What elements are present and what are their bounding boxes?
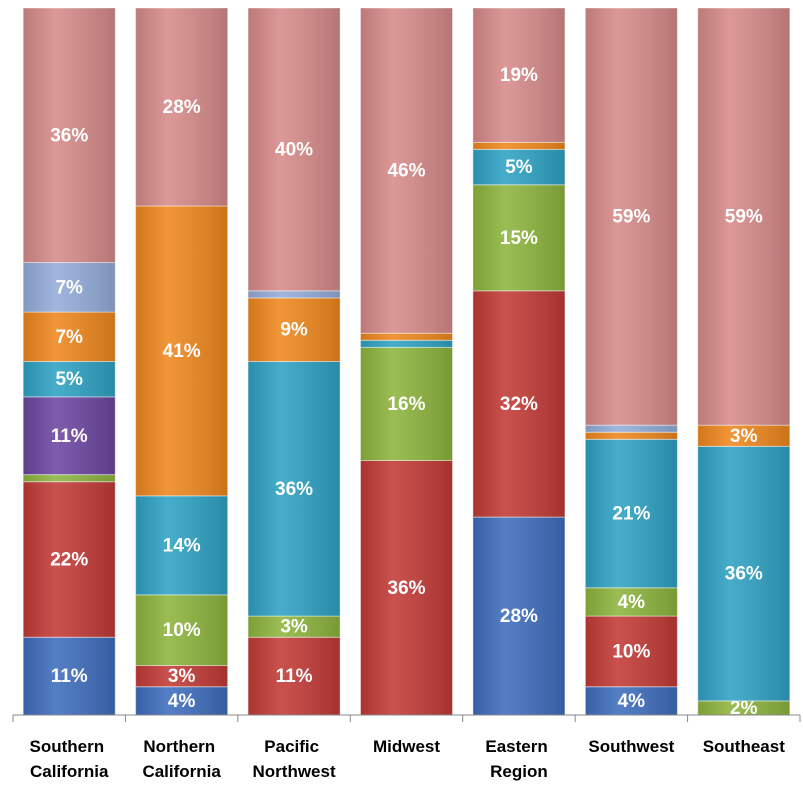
value-label: 9% [280,320,308,341]
bar-shading [23,262,116,313]
x-tick-label-line: Pacific [264,737,324,756]
x-tick-label-line: California [142,762,221,781]
value-label: 4% [168,691,196,712]
bar-shading [360,340,453,348]
value-label: 59% [725,207,763,228]
value-label: 14% [163,535,201,556]
x-tick-label: Southern California [30,737,109,781]
value-label: 7% [55,327,83,348]
value-label: 11% [51,426,88,447]
bar-shading [135,8,228,206]
bar-shading [585,8,678,426]
value-label: 32% [500,394,538,415]
bar-shading [23,481,116,638]
x-tick-label-line: Southern [30,737,109,756]
x-tick-label: Pacific Northwest [253,737,336,781]
bar-shading [248,616,341,638]
value-label: 16% [387,394,425,415]
bar-shading [23,474,116,482]
x-tick-label: Southwest [588,737,674,756]
bar-shading [23,637,116,715]
bar-shading [360,460,453,715]
value-label: 46% [387,161,425,182]
x-tick-label: Eastern Region [485,737,552,781]
bar-shading [585,432,678,440]
bar-shading [135,495,228,595]
x-tick-label: Southeast [703,737,786,756]
x-tick-label-line: Southeast [703,737,786,756]
x-tick-label-line: Southwest [588,737,674,756]
bar-shading [585,425,678,433]
bar-shading [248,297,341,362]
value-label: 10% [612,641,650,662]
bar-shading [697,425,790,447]
value-label: 22% [50,549,88,570]
bar-shading [472,142,565,150]
bar-shading [23,8,116,263]
bar-shading [472,517,565,715]
value-label: 11% [276,666,313,687]
bar-shading [585,686,678,715]
value-label: 7% [55,277,83,298]
bar-shading [248,637,341,715]
bar-shading [135,686,228,715]
bar-shading [23,361,116,397]
value-label: 10% [163,620,201,641]
value-label: 36% [275,479,313,500]
value-label: 41% [163,341,201,362]
bar-shading [472,8,565,143]
value-label: 11% [51,666,88,687]
bar-shading [135,594,228,666]
bar-shading [248,361,341,617]
bar-shading [697,446,790,701]
bar-shading [472,149,565,185]
value-label: 19% [500,65,538,86]
value-label: 3% [730,426,758,447]
bar-shading [360,347,453,461]
x-tick-label-line: Eastern [485,737,552,756]
value-label: 36% [387,578,425,599]
bar-shading [697,8,790,426]
value-label: 2% [730,698,758,719]
value-label: 3% [168,666,196,687]
value-label: 3% [280,617,308,638]
value-label: 4% [618,592,646,613]
value-label: 36% [50,125,88,146]
value-label: 36% [725,564,763,585]
bar-shading [248,8,341,291]
bar-shading [23,396,116,475]
bar-shading [360,333,453,341]
value-label: 40% [275,139,313,160]
value-label: 15% [500,228,538,249]
x-tick-label-line: Northern [143,737,220,756]
value-label: 21% [612,504,650,525]
value-label: 5% [505,157,533,178]
x-tick-label: Northern California [142,737,221,781]
bar-shading [585,587,678,617]
bar-shading [585,439,678,588]
value-label: 59% [612,207,650,228]
value-label: 5% [55,369,83,390]
x-tick-label-line: California [30,762,109,781]
x-tick-label-line: Region [490,762,548,781]
value-label: 28% [163,97,201,118]
x-tick-label-line: Northwest [253,762,336,781]
bar-shading [585,616,678,687]
bar-shading [472,184,565,291]
bar-shading [23,312,116,362]
bar-shading [248,290,341,298]
x-tick-label: Midwest [373,737,440,756]
bar-shading [472,290,565,518]
bar-shading [135,205,228,496]
bar-shading [360,8,453,334]
value-label: 28% [500,606,538,627]
value-label: 4% [618,691,646,712]
bar-shading [135,665,228,687]
x-tick-label-line: Midwest [373,737,440,756]
bar-shading [697,700,790,715]
